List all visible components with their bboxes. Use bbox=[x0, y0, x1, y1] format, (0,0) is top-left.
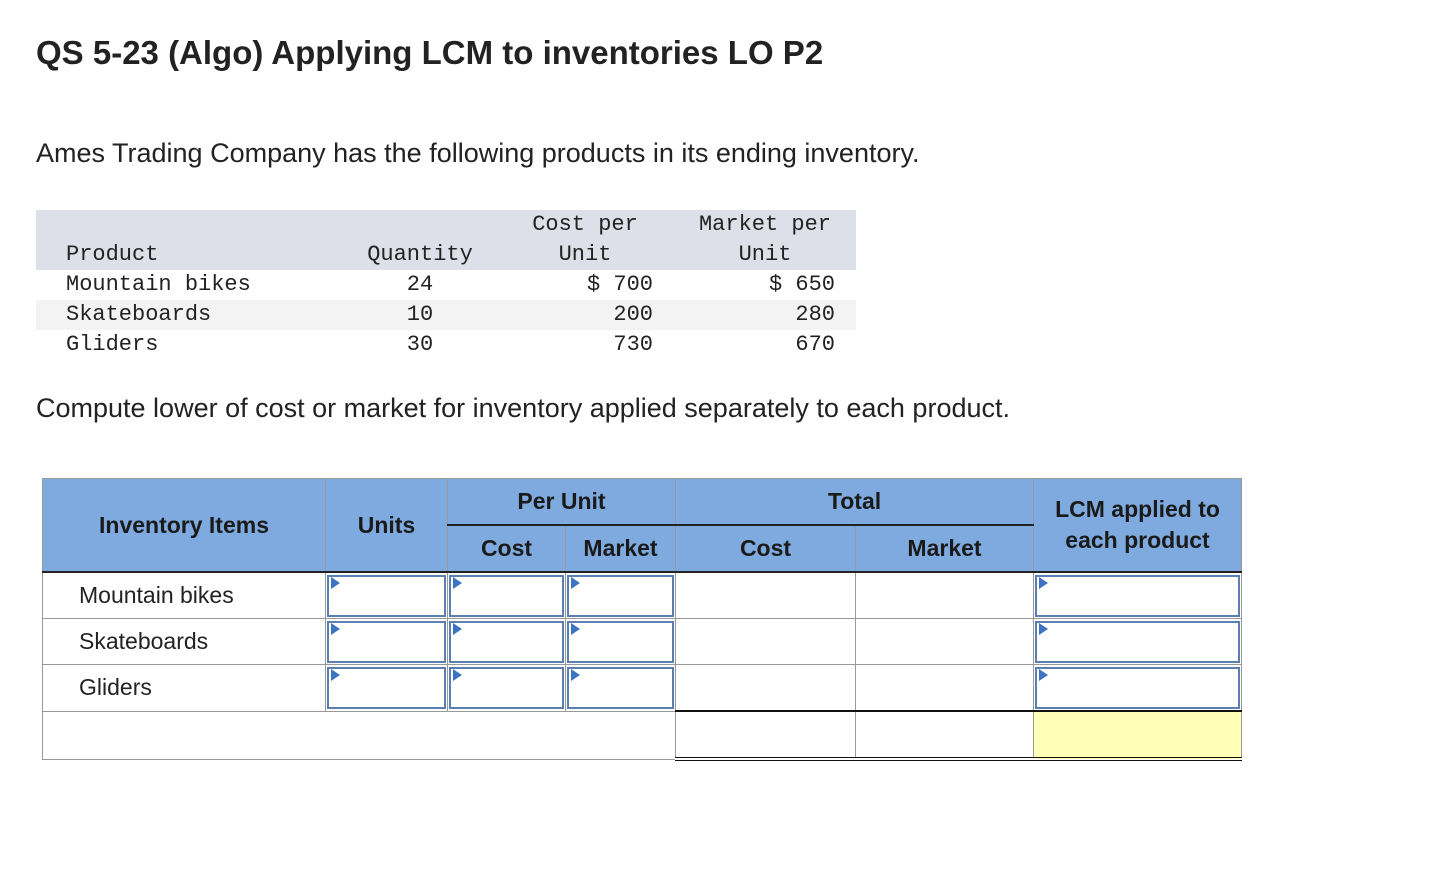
header-bg bbox=[36, 210, 856, 270]
cell bbox=[675, 618, 856, 665]
cell bbox=[675, 571, 856, 619]
header-cell: Units bbox=[325, 478, 448, 573]
header-cell: Cost bbox=[675, 524, 856, 573]
input-box[interactable] bbox=[449, 574, 564, 617]
cell bbox=[854, 664, 1035, 712]
cell bbox=[325, 571, 448, 619]
intro: Ames Trading Company has the following p… bbox=[36, 138, 920, 168]
answer-table: Inventory Items Units Per Unit Total LCM… bbox=[42, 478, 1243, 761]
cell: 280 bbox=[795, 302, 835, 327]
cell bbox=[565, 664, 676, 712]
cell bbox=[565, 618, 676, 665]
cell bbox=[1033, 664, 1243, 712]
cell: 730 bbox=[613, 332, 653, 357]
item-label: Gliders bbox=[42, 664, 326, 712]
input-box[interactable] bbox=[327, 666, 446, 709]
total-row bbox=[42, 710, 1243, 761]
cell: Skateboards bbox=[66, 302, 212, 327]
cell bbox=[447, 664, 566, 712]
cell bbox=[854, 571, 1035, 619]
item-label: Mountain bikes bbox=[42, 571, 326, 619]
cell bbox=[447, 618, 566, 665]
cell bbox=[42, 710, 676, 760]
cell: 30 bbox=[406, 332, 434, 357]
input-box[interactable] bbox=[567, 620, 674, 663]
cell bbox=[1033, 618, 1243, 665]
input-box[interactable] bbox=[327, 574, 446, 617]
row: Skateboards bbox=[42, 618, 1243, 665]
total-cell bbox=[1033, 710, 1243, 761]
cell: 200 bbox=[613, 302, 653, 327]
cell: $ 700 bbox=[586, 272, 653, 297]
col-header: Market per Unit bbox=[698, 212, 832, 267]
header-cell: Market bbox=[854, 524, 1035, 573]
cell bbox=[1033, 571, 1243, 619]
instruction: Compute lower of cost or market for inve… bbox=[36, 393, 1010, 423]
input-box[interactable] bbox=[327, 620, 446, 663]
cell: 670 bbox=[795, 332, 835, 357]
row: Gliders bbox=[42, 664, 1243, 712]
cell: 10 bbox=[406, 302, 434, 327]
total-cell bbox=[675, 710, 856, 761]
data-table: Product Quantity Cost per Unit Market pe… bbox=[36, 210, 856, 360]
cell bbox=[447, 571, 566, 619]
cell: 24 bbox=[406, 272, 434, 297]
input-box[interactable] bbox=[1035, 620, 1241, 663]
header-cell: LCM applied to each product bbox=[1033, 478, 1243, 573]
total-cell bbox=[854, 710, 1035, 761]
cell bbox=[325, 664, 448, 712]
row-bg bbox=[36, 300, 856, 330]
cell bbox=[565, 571, 676, 619]
input-box[interactable] bbox=[1035, 574, 1241, 617]
item-label: Skateboards bbox=[42, 618, 326, 665]
header-cell: Per Unit bbox=[447, 478, 676, 526]
col-header: Quantity bbox=[367, 242, 473, 267]
header-cell: Market bbox=[565, 524, 676, 573]
col-header: Cost per Unit bbox=[532, 212, 638, 267]
input-box[interactable] bbox=[1035, 666, 1241, 709]
cell: Gliders bbox=[66, 332, 159, 357]
row: Mountain bikes bbox=[42, 571, 1243, 619]
header-cell: Total bbox=[674, 478, 1035, 526]
input-box[interactable] bbox=[449, 666, 564, 709]
header-cell: Inventory Items bbox=[42, 478, 326, 573]
title: QS 5-23 (Algo) Applying LCM to inventori… bbox=[36, 34, 824, 71]
input-box[interactable] bbox=[567, 666, 674, 709]
cell: $ 650 bbox=[768, 272, 835, 297]
cell bbox=[675, 664, 856, 712]
cell bbox=[854, 618, 1035, 665]
cell: Mountain bikes bbox=[66, 272, 251, 297]
input-box[interactable] bbox=[567, 574, 674, 617]
header-cell: Cost bbox=[447, 524, 566, 573]
col-header: Product bbox=[66, 242, 159, 267]
cell bbox=[325, 618, 448, 665]
input-box[interactable] bbox=[449, 620, 564, 663]
